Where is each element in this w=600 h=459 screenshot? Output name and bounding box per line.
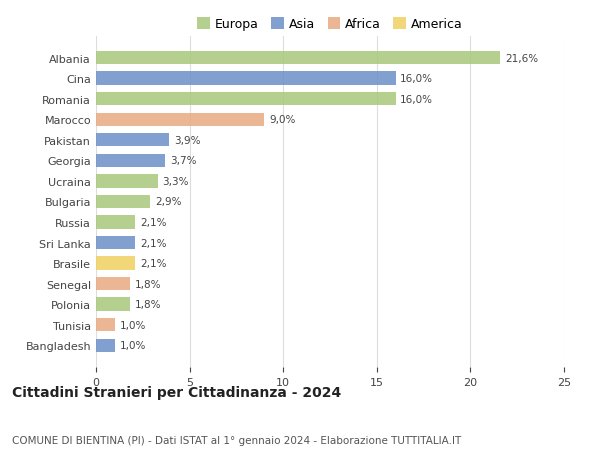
Text: 1,0%: 1,0% — [119, 341, 146, 351]
Bar — [96, 236, 136, 250]
Bar — [96, 154, 165, 168]
Text: 16,0%: 16,0% — [400, 95, 433, 104]
Text: 1,0%: 1,0% — [119, 320, 146, 330]
Bar — [96, 319, 115, 332]
Text: 2,9%: 2,9% — [155, 197, 181, 207]
Bar — [96, 216, 136, 229]
Text: 3,3%: 3,3% — [163, 176, 189, 186]
Bar — [96, 257, 136, 270]
Legend: Europa, Asia, Africa, America: Europa, Asia, Africa, America — [193, 13, 467, 36]
Bar — [96, 134, 169, 147]
Text: 3,7%: 3,7% — [170, 156, 196, 166]
Text: 1,8%: 1,8% — [134, 279, 161, 289]
Text: 21,6%: 21,6% — [505, 53, 538, 63]
Text: 9,0%: 9,0% — [269, 115, 296, 125]
Bar — [96, 72, 395, 85]
Text: 3,9%: 3,9% — [173, 135, 200, 146]
Text: 1,8%: 1,8% — [134, 300, 161, 309]
Bar — [96, 277, 130, 291]
Text: 16,0%: 16,0% — [400, 74, 433, 84]
Bar — [96, 175, 158, 188]
Text: 2,1%: 2,1% — [140, 258, 166, 269]
Bar — [96, 93, 395, 106]
Text: 2,1%: 2,1% — [140, 218, 166, 228]
Bar — [96, 339, 115, 352]
Bar — [96, 195, 150, 209]
Bar — [96, 298, 130, 311]
Text: 2,1%: 2,1% — [140, 238, 166, 248]
Text: COMUNE DI BIENTINA (PI) - Dati ISTAT al 1° gennaio 2024 - Elaborazione TUTTITALI: COMUNE DI BIENTINA (PI) - Dati ISTAT al … — [12, 435, 461, 445]
Bar — [96, 52, 500, 65]
Text: Cittadini Stranieri per Cittadinanza - 2024: Cittadini Stranieri per Cittadinanza - 2… — [12, 386, 341, 399]
Bar — [96, 113, 265, 127]
